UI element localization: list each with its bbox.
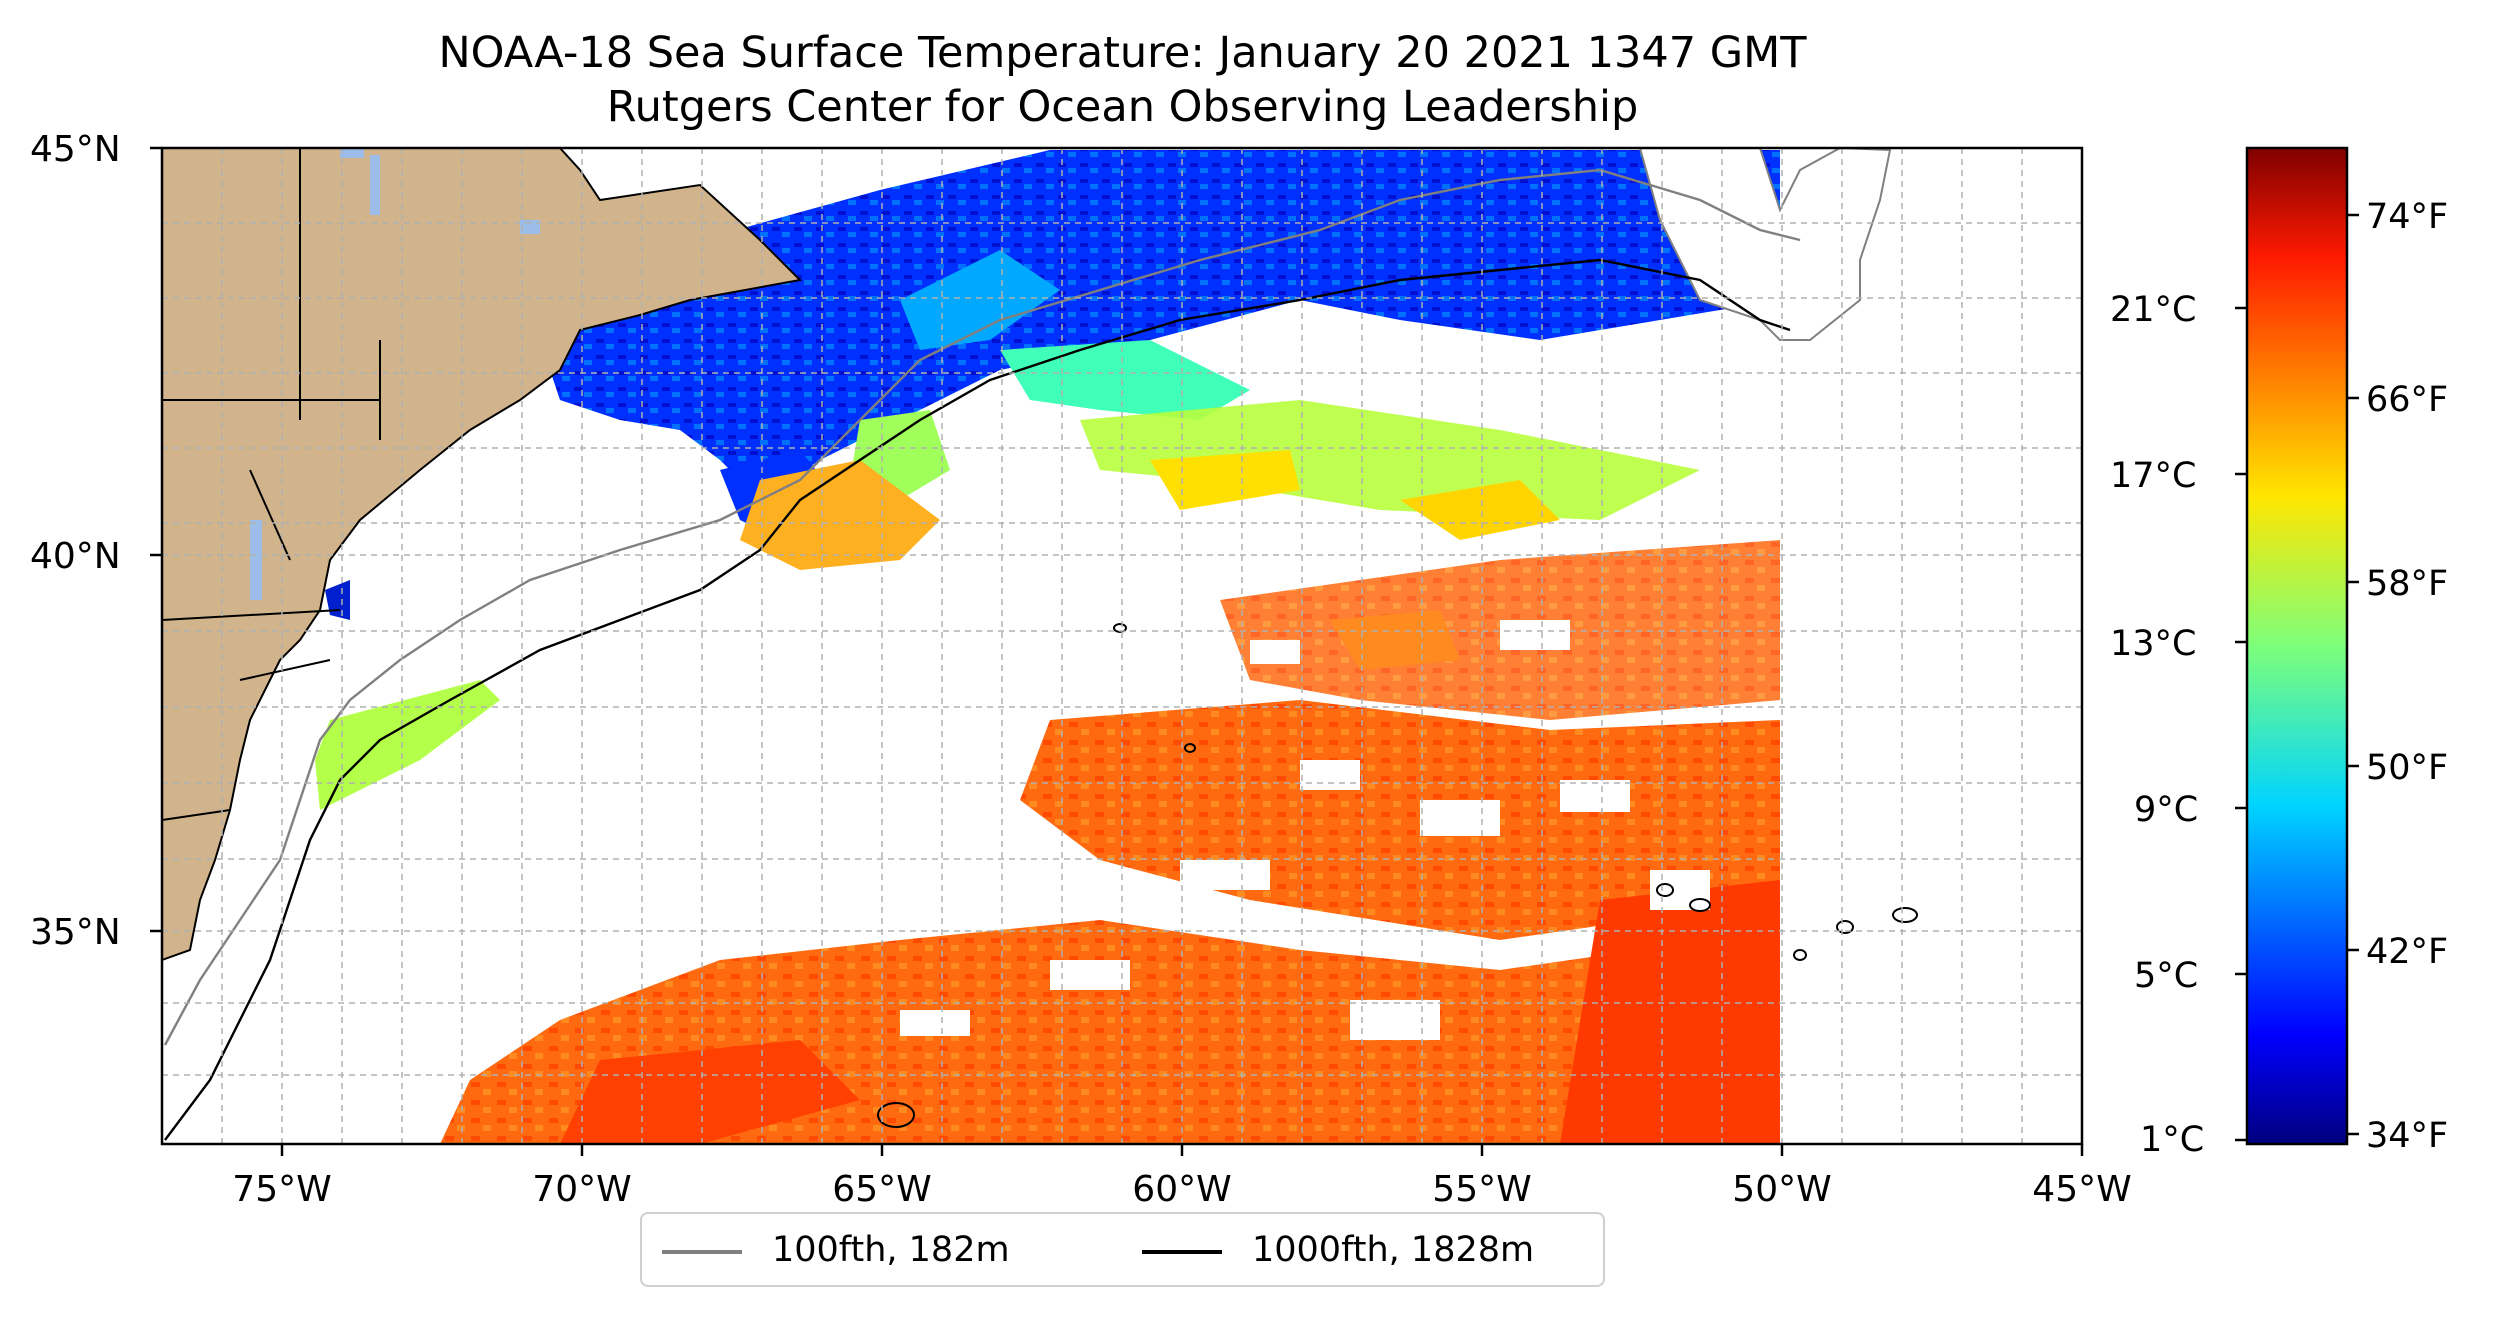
colorbar-celsius-label: 17°C bbox=[2110, 456, 2197, 496]
sst-warm-region bbox=[440, 540, 1780, 1144]
map-subtitle: Rutgers Center for Ocean Observing Leade… bbox=[606, 82, 1639, 132]
y-tick-label: 40°N bbox=[30, 536, 121, 577]
colorbar-celsius-label: 13°C bbox=[2110, 624, 2197, 664]
gridlines bbox=[162, 148, 2082, 1144]
map-frame bbox=[160, 146, 2084, 1146]
colorbar-celsius-label: 9°C bbox=[2134, 790, 2199, 830]
colorbar-celsius-label: 1°C bbox=[2140, 1120, 2205, 1160]
land-mass bbox=[162, 148, 1892, 962]
map-title: NOAA-18 Sea Surface Temperature: January… bbox=[438, 28, 1807, 78]
colorbar-fahrenheit-label: 34°F bbox=[2366, 1116, 2449, 1156]
colorbar-fahrenheit-label: 58°F bbox=[2366, 564, 2449, 604]
legend-swatch-1000fth bbox=[1142, 1250, 1222, 1254]
x-tick-label: 65°W bbox=[832, 1169, 932, 1210]
x-tick-label: 50°W bbox=[1732, 1169, 1832, 1210]
x-tick-label: 75°W bbox=[232, 1169, 332, 1210]
state-borders bbox=[162, 148, 381, 821]
x-tick-label: 55°W bbox=[1432, 1169, 1532, 1210]
colorbar-fahrenheit-label: 50°F bbox=[2366, 748, 2449, 788]
legend-label-1000fth: 1000fth, 1828m bbox=[1252, 1230, 1535, 1270]
x-tick-label: 70°W bbox=[532, 1169, 632, 1210]
seamount-contours bbox=[877, 623, 1918, 1128]
legend-swatch-100fth bbox=[662, 1250, 742, 1254]
colorbar-fahrenheit-label: 42°F bbox=[2366, 932, 2449, 972]
colorbar-celsius-label: 21°C bbox=[2110, 290, 2197, 330]
cloud-gaps bbox=[900, 620, 1710, 1040]
legend-label-100fth: 100fth, 182m bbox=[772, 1230, 1010, 1270]
axis-ticks bbox=[150, 146, 2084, 1156]
sst-mid-region bbox=[315, 340, 1700, 810]
colorbar-gradient bbox=[2245, 146, 2349, 1146]
contour-100fth bbox=[163, 168, 1801, 1046]
colorbar-fahrenheit-label: 74°F bbox=[2366, 197, 2449, 237]
y-tick-label: 45°N bbox=[30, 129, 121, 170]
y-tick-label: 35°N bbox=[30, 912, 121, 953]
x-tick-label: 60°W bbox=[1132, 1169, 1232, 1210]
colorbar-celsius-label: 5°C bbox=[2134, 956, 2199, 996]
colorbar-fahrenheit-label: 66°F bbox=[2366, 380, 2449, 420]
x-tick-label: 45°W bbox=[2032, 1169, 2132, 1210]
colorbar-ticks bbox=[2235, 213, 2359, 1142]
map-legend: 100fth, 182m 1000fth, 1828m bbox=[640, 1212, 1605, 1287]
contour-1000fth bbox=[164, 258, 1791, 1141]
